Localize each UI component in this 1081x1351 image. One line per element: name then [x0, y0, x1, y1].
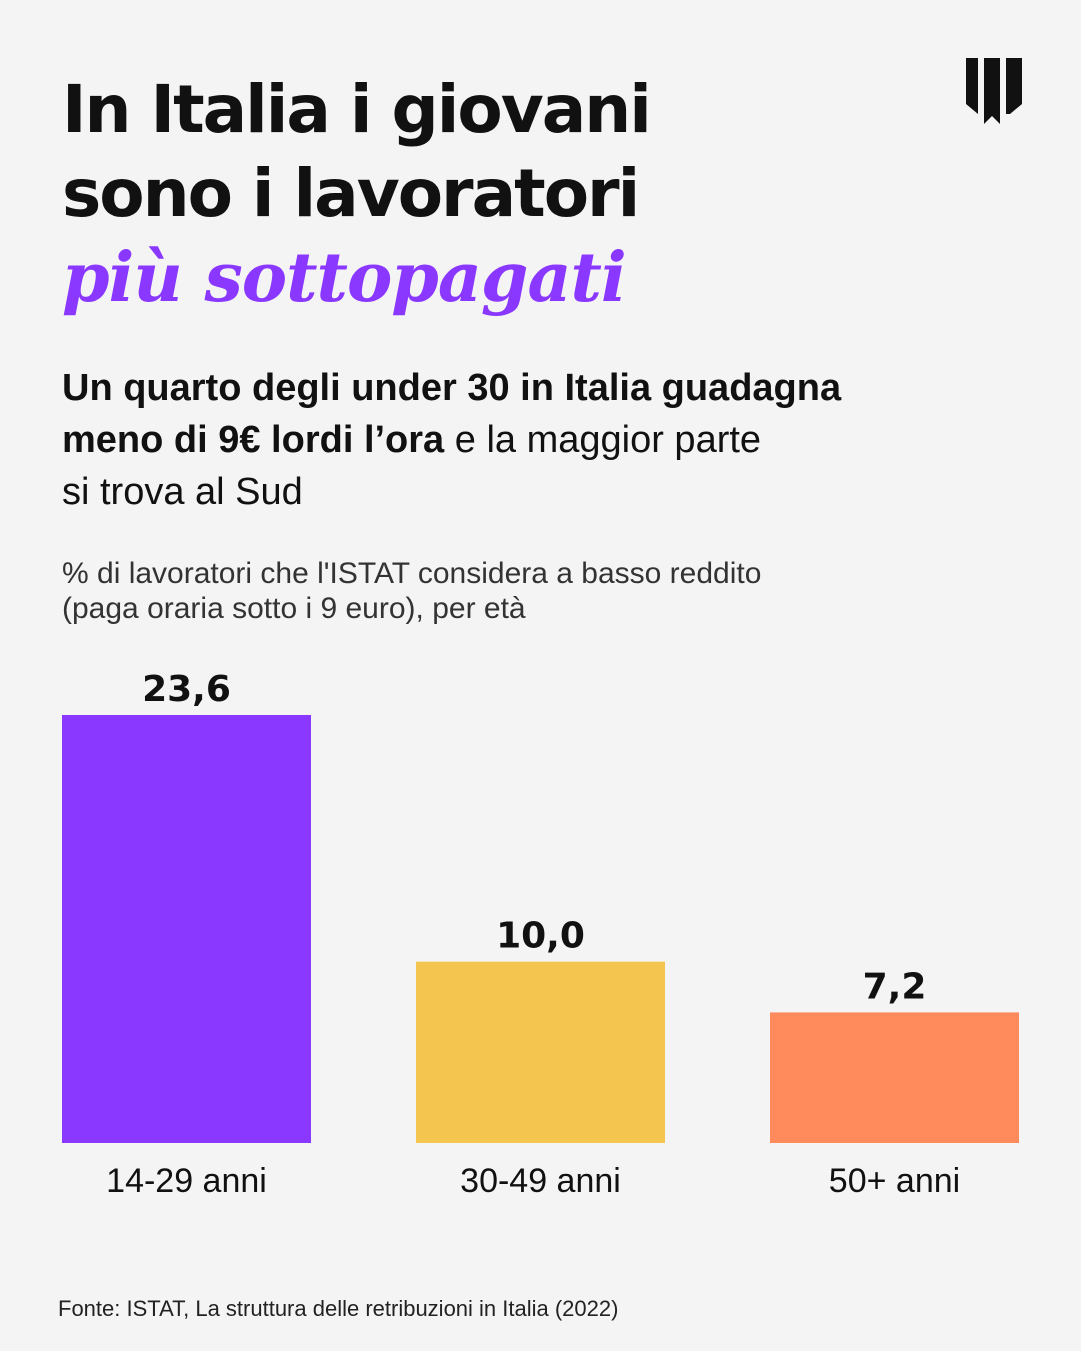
chart-description-line-2: (paga oraria sotto i 9 euro), per età [62, 592, 526, 625]
bar-value-label-3: 7,2 [863, 966, 927, 1007]
subtitle-bold-1: Un quarto degli under 30 in Italia guada… [62, 367, 842, 409]
category-label-1: 14-29 anni [106, 1162, 267, 1200]
title-line-1: In Italia i giovani [62, 71, 652, 148]
subtitle: Un quarto degli under 30 in Italia guada… [62, 362, 1022, 518]
bar-value-label-1: 23,6 [142, 669, 231, 710]
subtitle-line-3: si trova al Sud [62, 471, 303, 513]
brand-logo-icon [966, 58, 1022, 124]
title-accent-line: più sottopagati [62, 238, 627, 318]
bar-3 [770, 1012, 1019, 1143]
category-label-2: 30-49 anni [460, 1162, 621, 1200]
title-line-2: sono i lavoratori [62, 155, 640, 232]
bar-value-label-2: 10,0 [496, 916, 585, 957]
subtitle-line-1: Un quarto degli under 30 in Italia guada… [62, 362, 1022, 414]
subtitle-line-2: meno di 9€ lordi l’ora e la maggior part… [62, 414, 1022, 466]
subtitle-rest-2: e la maggior parte [444, 419, 762, 461]
source-note: Fonte: ISTAT, La struttura delle retribu… [58, 1296, 619, 1321]
bar-2 [416, 961, 665, 1143]
chart-description-line-1: % di lavoratori che l'ISTAT considera a … [62, 557, 762, 590]
category-label-3: 50+ anni [829, 1162, 960, 1200]
chart-description: % di lavoratori che l'ISTAT considera a … [62, 556, 1022, 626]
page-title: In Italia i giovani sono i lavoratori pi… [62, 68, 922, 320]
bar-1 [62, 715, 311, 1143]
subtitle-bold-2: meno di 9€ lordi l’ora [62, 419, 445, 461]
bar-chart: 23,6 14-29 anni 10,0 30-49 anni 7,2 50+ anni [62, 669, 1019, 1200]
